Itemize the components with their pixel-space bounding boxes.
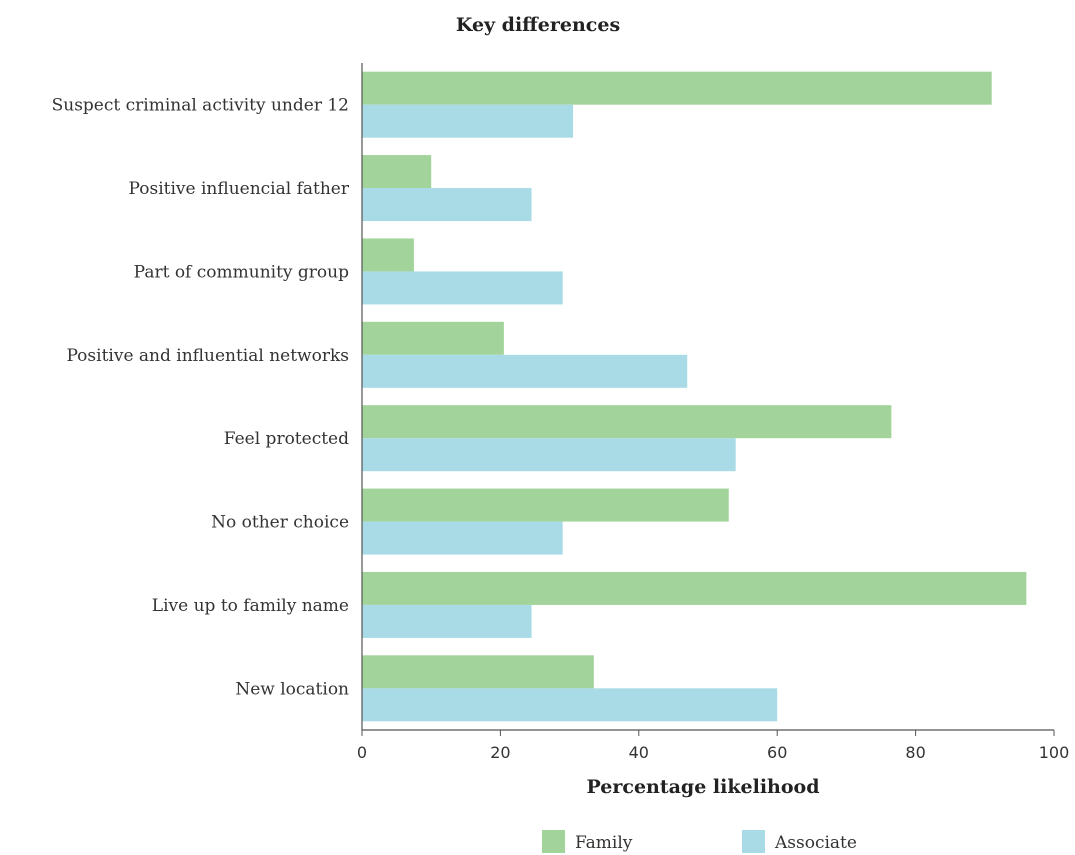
bar-associate-3 (362, 354, 688, 388)
bar-associate-6 (362, 604, 532, 638)
x-axis-ticks: 0 20 40 60 80 100 (357, 730, 1069, 762)
category-label: Positive and influential networks (66, 346, 349, 366)
category-label: Part of community group (134, 262, 349, 282)
legend-swatch-family (542, 830, 565, 853)
category-label: Positive influencial father (129, 179, 350, 199)
x-axis-title: Percentage likelihood (587, 776, 820, 798)
legend-label-family: Family (575, 833, 633, 853)
bar-family-1 (362, 155, 432, 189)
bar-family-7 (362, 655, 594, 689)
x-tick-label: 20 (490, 743, 510, 762)
bar-family-4 (362, 405, 892, 439)
bar-family-0 (362, 71, 992, 105)
category-label: New location (235, 679, 349, 699)
bar-associate-4 (362, 438, 736, 472)
x-tick-label: 0 (357, 743, 367, 762)
bar-family-6 (362, 571, 1027, 605)
bar-associate-1 (362, 188, 532, 222)
x-tick-label: 40 (629, 743, 649, 762)
bar-family-2 (362, 238, 414, 272)
legend-swatch-associate (742, 830, 765, 853)
legend: Family Associate (542, 830, 857, 853)
chart-title: Key differences (456, 14, 620, 36)
legend-label-associate: Associate (774, 833, 857, 853)
bar-associate-2 (362, 271, 563, 305)
bar-associate-7 (362, 688, 778, 722)
category-label: Feel protected (224, 429, 349, 449)
bar-associate-5 (362, 521, 563, 555)
category-labels: Suspect criminal activity under 12 Positi… (52, 96, 350, 700)
bar-family-5 (362, 488, 729, 522)
category-label: Live up to family name (152, 596, 349, 616)
x-tick-label: 80 (905, 743, 925, 762)
category-label: No other choice (211, 513, 349, 533)
category-label: Suspect criminal activity under 12 (52, 96, 349, 116)
bar-associate-0 (362, 104, 574, 138)
bars-group (362, 71, 1027, 722)
bar-family-3 (362, 321, 504, 355)
x-tick-label: 100 (1039, 743, 1070, 762)
x-tick-label: 60 (767, 743, 787, 762)
